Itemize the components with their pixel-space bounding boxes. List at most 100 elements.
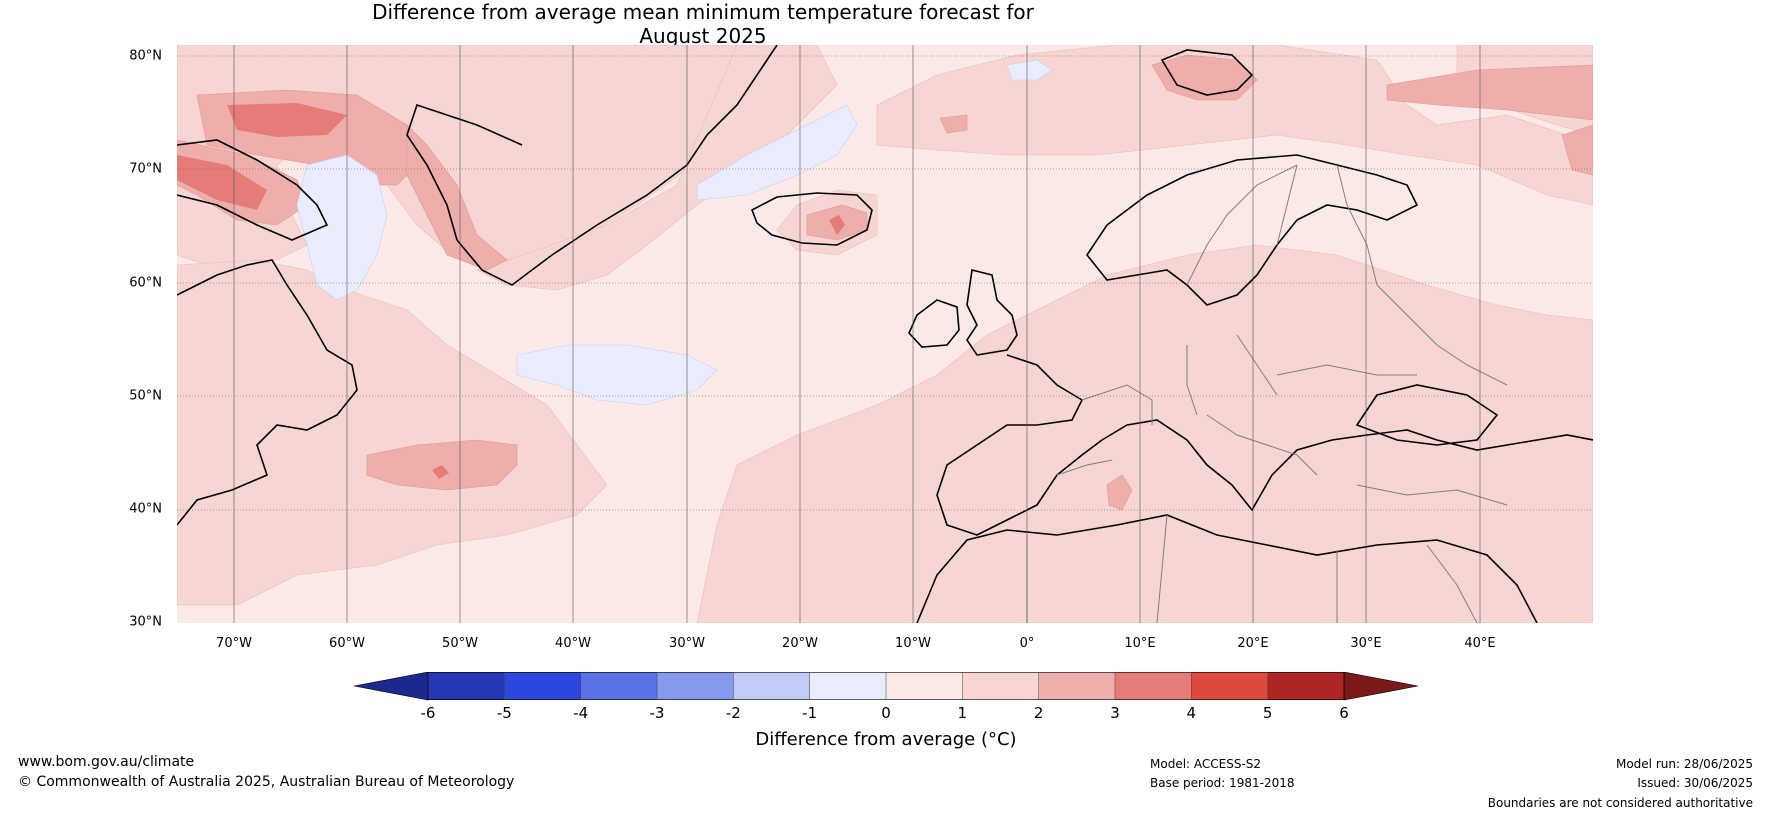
footer-issued: Issued: 30/06/2025 — [1637, 776, 1753, 790]
coastline-great-britain — [966, 269, 1018, 356]
colorbar-tick-label: 1 — [957, 704, 968, 722]
lat-label-60n: 60°N — [129, 275, 162, 291]
title-line-2: August 2025 — [639, 24, 767, 48]
coastline-baffin — [177, 139, 329, 241]
coastline-black-sea — [1355, 384, 1499, 446]
colorbar-segment — [428, 672, 505, 700]
border-russia — [1376, 284, 1508, 386]
colorbar-tick-label: -4 — [573, 704, 589, 722]
colorbar-segment — [1115, 672, 1192, 700]
coastline-labrador — [177, 259, 358, 526]
border-poland-east — [1236, 334, 1278, 396]
anomaly-region-baffin-core — [177, 155, 267, 210]
lat-label-50n: 50°N — [129, 388, 162, 404]
coastline-svalbard — [1160, 49, 1254, 96]
lon-label-10w: 10°W — [895, 636, 931, 651]
anomaly-region-labrador-sea — [296, 154, 388, 301]
anomaly-minus1-0-regions — [296, 59, 1053, 406]
border-ukraine — [1276, 364, 1417, 376]
colorbar-segment — [504, 672, 582, 700]
graticule-meridians — [233, 45, 1481, 623]
lon-label-30w: 30°W — [669, 636, 705, 651]
coastlines — [177, 45, 1593, 623]
country-borders — [1026, 164, 1508, 623]
lon-label-40w: 40°W — [555, 636, 591, 651]
anomaly-region-kara — [1561, 124, 1593, 176]
lat-label-80n: 80°N — [129, 48, 162, 64]
footer-model: Model: ACCESS-S2 — [1150, 757, 1262, 771]
anomaly-region-greenland-coast — [406, 124, 508, 271]
footer-copyright: © Commonwealth of Australia 2025, Austra… — [18, 774, 515, 790]
footer-model-run: Model run: 28/06/2025 — [1615, 757, 1753, 771]
colorbar-tick-label: 2 — [1033, 704, 1044, 722]
footer-disclaimer: Boundaries are not considered authoritat… — [1487, 796, 1753, 810]
anomaly-region-mid-atlantic-peak — [432, 465, 449, 479]
footer-website: www.bom.gov.au/climate — [18, 754, 195, 770]
anomaly-region-svalbard — [1151, 54, 1258, 101]
border-france-spain — [1056, 459, 1113, 476]
lon-label-40e: 40°E — [1464, 636, 1496, 651]
footer-base-period: Base period: 1981-2018 — [1150, 776, 1295, 790]
border-middle-east — [1426, 544, 1478, 623]
colorbar-tick-label: -2 — [725, 704, 741, 722]
border-france-germany — [1081, 384, 1153, 425]
lon-label-60w: 60°W — [329, 636, 365, 651]
anomaly-region-barents-east — [1386, 64, 1593, 121]
border-sweden-finland — [1276, 164, 1298, 246]
title-line-1: Difference from average mean minimum tem… — [372, 0, 1034, 24]
anomaly-region-greenland-east — [476, 45, 838, 291]
colorbar-tick-label: 6 — [1339, 704, 1349, 722]
anomaly-region-sardinia — [1106, 474, 1133, 511]
chart-title: Difference from average mean minimum tem… — [0, 0, 1406, 48]
colorbar-label: Difference from average (°C) — [755, 729, 1017, 750]
coastline-continental-europe — [936, 354, 1593, 536]
lat-label-40n: 40°N — [129, 501, 162, 517]
colorbar-segment — [580, 672, 658, 700]
lon-label-20e: 20°E — [1237, 636, 1269, 651]
colorbar-extend-high — [1343, 672, 1418, 701]
border-turkey — [1356, 484, 1508, 506]
coastline-scandinavia — [1086, 154, 1419, 306]
border-norway-sweden — [1186, 164, 1298, 286]
anomaly-region-hudson-core — [227, 103, 347, 137]
anomaly-region-fram-strait — [1006, 59, 1053, 81]
colorbar-tick-label: -1 — [802, 704, 818, 722]
border-germany-poland — [1186, 345, 1198, 416]
colorbar-segment — [886, 672, 963, 700]
colorbar-tick-label: -3 — [649, 704, 665, 722]
colorbar — [354, 672, 1418, 704]
colorbar-tick-label: 3 — [1110, 704, 1120, 722]
anomaly-region-norwegian-sea — [876, 45, 1593, 206]
border-finland-russia — [1336, 164, 1378, 286]
anomaly-region-denmark-strait — [696, 104, 858, 201]
coastline-ireland — [908, 299, 960, 348]
colorbar-tick-label: -5 — [496, 704, 512, 722]
colorbar-segment — [809, 672, 887, 700]
colorbar-tick-label: 0 — [881, 704, 891, 722]
colorbar-tick-label: -6 — [420, 704, 436, 722]
colorbar-extend-low — [354, 672, 429, 701]
graticule-parallels — [177, 55, 1593, 511]
lon-label-10e: 10°E — [1124, 636, 1156, 651]
colorbar-segment — [657, 672, 734, 700]
lon-label-70w: 70°W — [216, 636, 252, 651]
colorbar-segment — [1267, 672, 1345, 700]
colorbar-segment — [962, 672, 1040, 700]
lon-label-20w: 20°W — [782, 636, 818, 651]
lat-label-70n: 70°N — [129, 161, 162, 177]
lon-label-0: 0° — [1019, 636, 1035, 651]
colorbar-svg — [354, 672, 1418, 701]
colorbar-tick-label: 4 — [1186, 704, 1197, 722]
border-balkans — [1206, 414, 1318, 476]
map-svg — [177, 45, 1593, 623]
anomaly-3-4-regions — [177, 103, 845, 479]
coastline-north-africa — [916, 514, 1538, 623]
colorbar-segment — [733, 672, 811, 700]
anomaly-region-iceland-peak — [829, 215, 845, 235]
lat-label-30n: 30°N — [129, 614, 162, 630]
anomaly-1-2-regions — [177, 45, 1593, 623]
anomaly-region-jan-mayen — [939, 114, 968, 134]
forecast-map — [177, 45, 1593, 623]
lon-label-50w: 50°W — [442, 636, 478, 651]
border-algeria-libya — [1156, 514, 1168, 623]
